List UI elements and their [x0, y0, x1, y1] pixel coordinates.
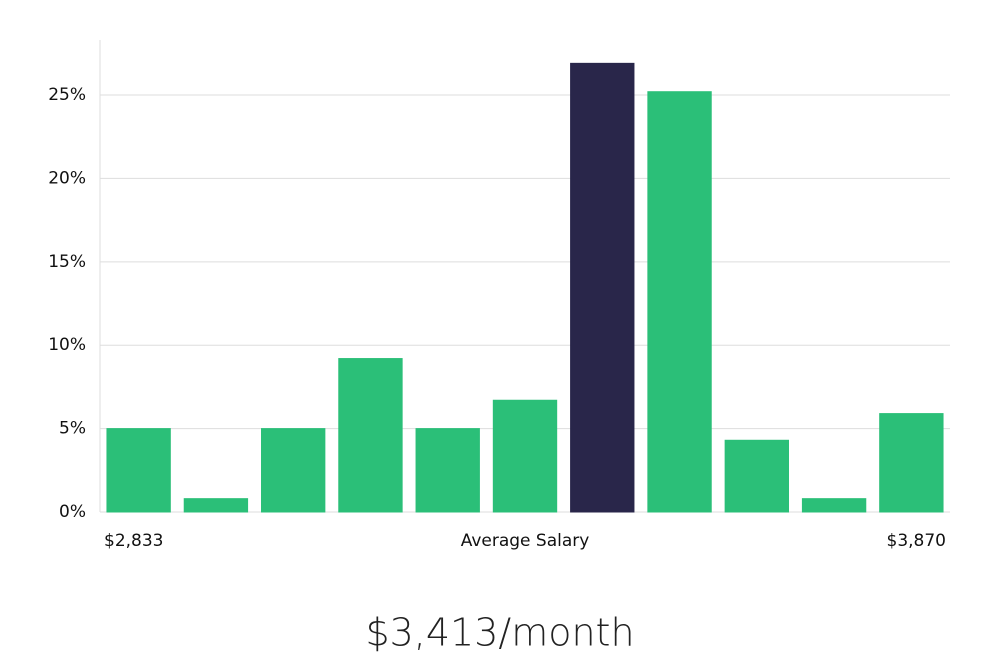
- bar: [801, 498, 867, 513]
- bar: [338, 358, 403, 513]
- bar: [724, 439, 789, 513]
- bar: [415, 428, 480, 513]
- bar: [879, 413, 944, 513]
- bar: [261, 428, 326, 513]
- y-tick-label: 25%: [48, 85, 86, 105]
- bar: [106, 428, 171, 513]
- y-tick-label: 10%: [48, 335, 86, 355]
- y-tick-label: 5%: [59, 419, 86, 439]
- y-tick-label: 0%: [59, 502, 86, 522]
- x-axis-label: Average Salary: [461, 531, 590, 551]
- bar: [647, 91, 712, 513]
- x-label-left: $2,833: [104, 531, 163, 551]
- bar: [492, 399, 558, 513]
- y-tick-label: 15%: [48, 252, 86, 272]
- subtitle: $3,413/month: [365, 611, 634, 655]
- bar: [183, 498, 249, 513]
- y-tick-label: 20%: [48, 168, 86, 188]
- bar: [570, 62, 635, 513]
- x-label-right: $3,870: [887, 531, 946, 551]
